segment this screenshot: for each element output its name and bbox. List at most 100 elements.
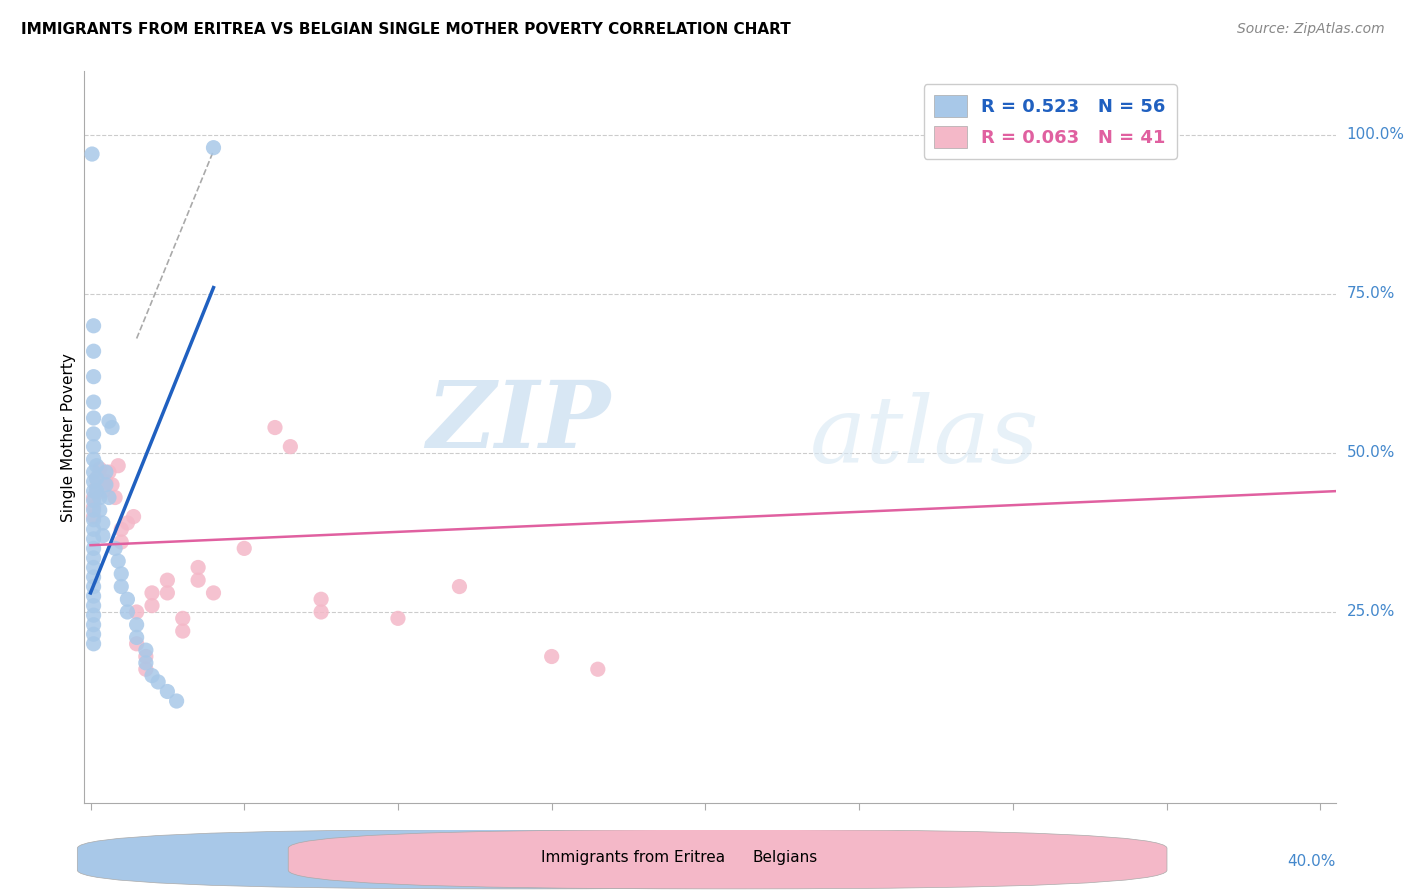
Point bbox=[172, 611, 194, 625]
Point bbox=[135, 662, 157, 676]
Point bbox=[83, 541, 105, 556]
Point bbox=[101, 477, 124, 491]
Point bbox=[83, 395, 105, 409]
Point bbox=[117, 516, 139, 530]
Point bbox=[110, 580, 132, 594]
Point bbox=[83, 550, 105, 565]
Point bbox=[156, 586, 179, 600]
Point bbox=[94, 477, 117, 491]
Point bbox=[135, 643, 157, 657]
Text: 50.0%: 50.0% bbox=[1347, 445, 1395, 460]
Point bbox=[86, 481, 108, 495]
Point bbox=[83, 369, 105, 384]
Point bbox=[86, 458, 108, 473]
Point bbox=[83, 509, 105, 524]
Point bbox=[89, 462, 111, 476]
FancyBboxPatch shape bbox=[77, 830, 956, 888]
Point bbox=[110, 535, 132, 549]
Point bbox=[107, 458, 129, 473]
Text: 75.0%: 75.0% bbox=[1347, 286, 1395, 301]
Point bbox=[91, 484, 114, 499]
Point bbox=[135, 656, 157, 670]
Point bbox=[83, 599, 105, 613]
Point bbox=[83, 475, 105, 489]
Point bbox=[586, 662, 609, 676]
Text: atlas: atlas bbox=[810, 392, 1039, 482]
Point bbox=[202, 586, 225, 600]
Point bbox=[187, 560, 209, 574]
Point bbox=[83, 627, 105, 641]
Text: Immigrants from Eritrea: Immigrants from Eritrea bbox=[541, 850, 725, 865]
Point bbox=[146, 675, 169, 690]
Point bbox=[233, 541, 256, 556]
Point bbox=[156, 573, 179, 587]
Point bbox=[86, 484, 108, 499]
Text: 25.0%: 25.0% bbox=[1347, 605, 1395, 619]
Point bbox=[91, 516, 114, 530]
Text: 40.0%: 40.0% bbox=[1288, 854, 1336, 869]
Point bbox=[94, 465, 117, 479]
Text: ZIP: ZIP bbox=[426, 377, 610, 467]
Point bbox=[83, 522, 105, 536]
Point bbox=[83, 580, 105, 594]
Point bbox=[110, 566, 132, 581]
Point bbox=[141, 599, 163, 613]
Text: IMMIGRANTS FROM ERITREA VS BELGIAN SINGLE MOTHER POVERTY CORRELATION CHART: IMMIGRANTS FROM ERITREA VS BELGIAN SINGL… bbox=[21, 22, 790, 37]
Point bbox=[89, 491, 111, 505]
Point bbox=[89, 503, 111, 517]
Point bbox=[83, 617, 105, 632]
Text: Belgians: Belgians bbox=[752, 850, 817, 865]
Point bbox=[125, 617, 148, 632]
Point bbox=[86, 471, 108, 485]
Point bbox=[110, 522, 132, 536]
Point bbox=[264, 420, 287, 434]
Point bbox=[97, 465, 120, 479]
Text: 0.0%: 0.0% bbox=[84, 854, 124, 869]
Point bbox=[83, 532, 105, 546]
Y-axis label: Single Mother Poverty: Single Mother Poverty bbox=[60, 352, 76, 522]
Point bbox=[83, 318, 105, 333]
Point bbox=[540, 649, 562, 664]
Point bbox=[83, 484, 105, 499]
Point bbox=[449, 580, 471, 594]
Point bbox=[104, 491, 127, 505]
Point bbox=[141, 586, 163, 600]
Point bbox=[309, 605, 332, 619]
Point bbox=[83, 344, 105, 359]
Point bbox=[83, 589, 105, 603]
Point bbox=[83, 491, 105, 505]
Point bbox=[83, 452, 105, 467]
Point bbox=[94, 475, 117, 489]
Point bbox=[83, 500, 105, 514]
Point bbox=[125, 637, 148, 651]
Point bbox=[83, 426, 105, 441]
Point bbox=[107, 554, 129, 568]
Point bbox=[83, 560, 105, 574]
Point bbox=[97, 414, 120, 428]
Point bbox=[187, 573, 209, 587]
Text: 100.0%: 100.0% bbox=[1347, 128, 1405, 143]
Point bbox=[83, 465, 105, 479]
Point bbox=[83, 570, 105, 584]
Point bbox=[117, 605, 139, 619]
Point bbox=[156, 684, 179, 698]
Point bbox=[122, 509, 145, 524]
Point bbox=[309, 592, 332, 607]
Point bbox=[83, 411, 105, 425]
Point bbox=[125, 631, 148, 645]
Point bbox=[135, 649, 157, 664]
Point bbox=[89, 471, 111, 485]
Point bbox=[83, 637, 105, 651]
Text: Source: ZipAtlas.com: Source: ZipAtlas.com bbox=[1237, 22, 1385, 37]
Point bbox=[91, 529, 114, 543]
Point bbox=[83, 513, 105, 527]
Point bbox=[141, 668, 163, 682]
Point bbox=[104, 541, 127, 556]
Point bbox=[280, 440, 302, 454]
FancyBboxPatch shape bbox=[288, 830, 1167, 888]
Point bbox=[1156, 128, 1178, 142]
Point bbox=[83, 503, 105, 517]
Point bbox=[83, 440, 105, 454]
Point bbox=[97, 491, 120, 505]
Point bbox=[125, 605, 148, 619]
